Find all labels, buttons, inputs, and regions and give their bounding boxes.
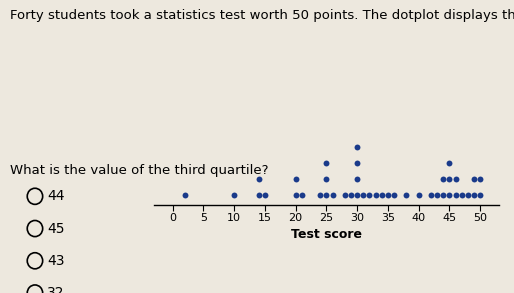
Point — [445, 161, 453, 166]
Point — [322, 193, 331, 198]
Text: What is the value of the third quartile?: What is the value of the third quartile? — [10, 164, 269, 177]
Point — [402, 193, 411, 198]
Point — [427, 193, 435, 198]
Point — [298, 193, 306, 198]
Text: Forty students took a statistics test worth 50 points. The dotplot displays the : Forty students took a statistics test wo… — [10, 9, 514, 22]
Point — [439, 177, 447, 182]
Point — [353, 161, 361, 166]
Point — [378, 193, 386, 198]
Point — [261, 193, 269, 198]
Text: 43: 43 — [47, 254, 65, 268]
Point — [291, 193, 300, 198]
Point — [328, 193, 337, 198]
Point — [372, 193, 380, 198]
Point — [254, 193, 263, 198]
Point — [451, 177, 460, 182]
Point — [445, 193, 453, 198]
Point — [390, 193, 398, 198]
Point — [384, 193, 392, 198]
Point — [433, 193, 441, 198]
Point — [470, 177, 478, 182]
Point — [341, 193, 349, 198]
Point — [347, 193, 355, 198]
Point — [445, 177, 453, 182]
Point — [359, 193, 368, 198]
Point — [322, 177, 331, 182]
Point — [470, 193, 478, 198]
Point — [457, 193, 466, 198]
Text: 45: 45 — [47, 222, 65, 236]
Point — [476, 193, 484, 198]
Point — [181, 193, 189, 198]
Point — [414, 193, 423, 198]
Point — [365, 193, 374, 198]
Text: 32: 32 — [47, 286, 65, 293]
Point — [254, 177, 263, 182]
Point — [476, 177, 484, 182]
Point — [316, 193, 324, 198]
Point — [353, 193, 361, 198]
Point — [439, 193, 447, 198]
Text: 44: 44 — [47, 189, 65, 203]
X-axis label: Test score: Test score — [291, 228, 362, 241]
Point — [464, 193, 472, 198]
Point — [353, 145, 361, 149]
Point — [353, 177, 361, 182]
Point — [230, 193, 238, 198]
Point — [451, 193, 460, 198]
Point — [322, 161, 331, 166]
Point — [291, 177, 300, 182]
